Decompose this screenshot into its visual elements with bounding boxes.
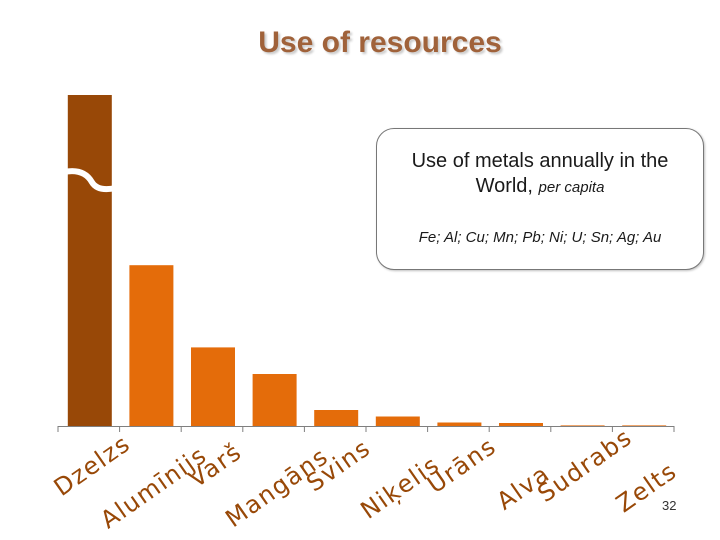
bar-dzelzs — [67, 95, 112, 426]
callout-metals-list: Fe; Al; Cu; Mn; Pb; Ni; U; Sn; Ag; Au — [418, 229, 662, 246]
callout-per-capita: per capita — [538, 179, 605, 196]
callout-line-2: World, — [475, 175, 539, 197]
bar-mangans — [252, 374, 297, 426]
axis-break-squiggle — [60, 168, 119, 193]
bar-alva — [499, 423, 543, 426]
axis-break-mark — [60, 168, 119, 193]
bar-vars — [191, 347, 235, 426]
bar-nikelis — [375, 416, 420, 426]
callout-line-1: Use of metals annually in the — [411, 150, 669, 172]
bar-aluminijs — [129, 265, 174, 426]
bar-urans — [437, 422, 482, 426]
x-axis — [57, 426, 675, 432]
category-label-svins: Svins — [301, 434, 375, 498]
callout-heading: Use of metals annually in the World, per… — [377, 149, 703, 200]
bar-svins — [314, 410, 359, 426]
bars-group — [67, 95, 667, 427]
callout-box: Use of metals annually in the World, per… — [376, 128, 704, 270]
page-number: 32 — [662, 498, 677, 513]
slide-title: Use of resources — [258, 26, 502, 59]
category-label-dzelzs: Dzelzs — [49, 429, 136, 502]
category-labels: DzelzsAlumīnijsVaršMangānsSvinsNiķelisUr… — [49, 423, 683, 534]
